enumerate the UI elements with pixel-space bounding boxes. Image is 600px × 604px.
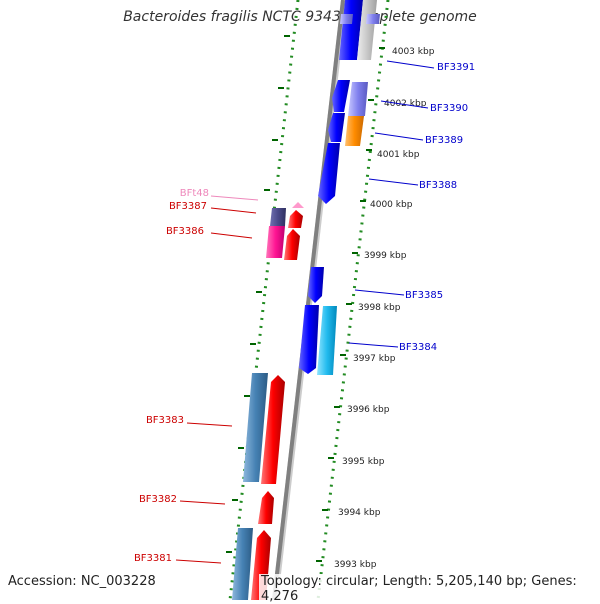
tick-label: 4001 kbp — [377, 150, 420, 160]
gene-band-top-lavender[interactable] — [340, 14, 353, 24]
gene-bf3386-cog[interactable] — [266, 226, 285, 258]
gene-bf3389-cog[interactable] — [345, 116, 364, 146]
tick-marks — [316, 47, 385, 562]
map-title: Bacteroides fragilis NCTC 9343, complete… — [123, 9, 477, 25]
tick-label: 4000 kbp — [370, 200, 413, 210]
tick-label: 3994 kbp — [338, 508, 381, 518]
gene-bf3382-cds[interactable] — [258, 491, 274, 524]
gene-label-bf3384[interactable]: BF3384 — [399, 342, 437, 353]
genome-summary: Topology: circular; Length: 5,205,140 bp… — [259, 574, 600, 604]
forward-genes — [299, 0, 380, 375]
gene-label-bf3382[interactable]: BF3382 — [139, 494, 177, 505]
gene-label-bf3381[interactable]: BF3381 — [134, 553, 172, 564]
gene-bft48[interactable] — [292, 202, 304, 208]
inner-tick-marks — [226, 35, 290, 553]
gene-bf3381-cog[interactable] — [232, 528, 253, 600]
tick-label: 3996 kbp — [347, 405, 390, 415]
gene-band-top-lavender-2[interactable] — [366, 14, 380, 24]
gene-bf3384-cds[interactable] — [299, 305, 319, 374]
gene-label-bft48[interactable]: BFt48 — [180, 188, 209, 199]
tick-label: 3999 kbp — [364, 251, 407, 261]
tick-label: 3995 kbp — [342, 457, 385, 467]
gene-bf3389-cds[interactable] — [328, 113, 345, 142]
gene-bf3390-cds[interactable] — [332, 80, 350, 112]
gene-bf3385-cds[interactable] — [308, 267, 324, 303]
backbone — [272, 0, 345, 600]
gene-label-bf3391[interactable]: BF3391 — [437, 62, 475, 73]
gene-bf3384-cog[interactable] — [317, 306, 337, 375]
gene-bf3388-cds[interactable] — [318, 143, 340, 204]
gene-bf3390-cog[interactable] — [348, 82, 368, 116]
gene-label-bf3385[interactable]: BF3385 — [405, 290, 443, 301]
tick-label: 4002 kbp — [384, 99, 427, 109]
gene-label-bf3386[interactable]: BF3386 — [166, 226, 204, 237]
tick-label: 3998 kbp — [358, 303, 401, 313]
gene-bf3387-cog[interactable] — [270, 208, 286, 226]
tick-label: 3997 kbp — [353, 354, 396, 364]
tick-label: 4003 kbp — [392, 47, 435, 57]
reverse-leader-lines — [175, 195, 259, 564]
tick-label: 3993 kbp — [334, 560, 377, 570]
gene-label-bf3388[interactable]: BF3388 — [419, 180, 457, 191]
gene-label-bf3387[interactable]: BF3387 — [169, 201, 207, 212]
gene-bf3383-cog[interactable] — [243, 373, 268, 482]
gene-bf3386-cds[interactable] — [284, 229, 300, 260]
gene-label-bf3383[interactable]: BF3383 — [146, 415, 184, 426]
gene-label-bf3390[interactable]: BF3390 — [430, 103, 468, 114]
accession-label: Accession: NC_003228 — [8, 574, 156, 589]
gene-label-bf3389[interactable]: BF3389 — [425, 135, 463, 146]
gene-bf3383-cds[interactable] — [261, 375, 285, 484]
forward-leader-lines — [348, 60, 435, 348]
reverse-genes — [232, 202, 304, 600]
gene-bf3387-cds[interactable] — [288, 210, 303, 228]
